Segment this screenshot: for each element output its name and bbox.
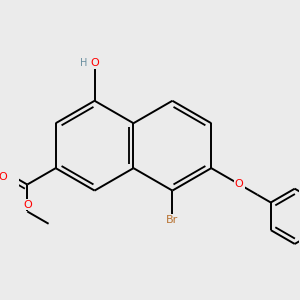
Text: Br: Br — [166, 214, 178, 225]
Text: O: O — [235, 179, 244, 189]
Text: O: O — [24, 200, 32, 209]
Text: O: O — [0, 172, 7, 182]
Text: H: H — [80, 58, 87, 68]
Text: O: O — [90, 58, 99, 68]
